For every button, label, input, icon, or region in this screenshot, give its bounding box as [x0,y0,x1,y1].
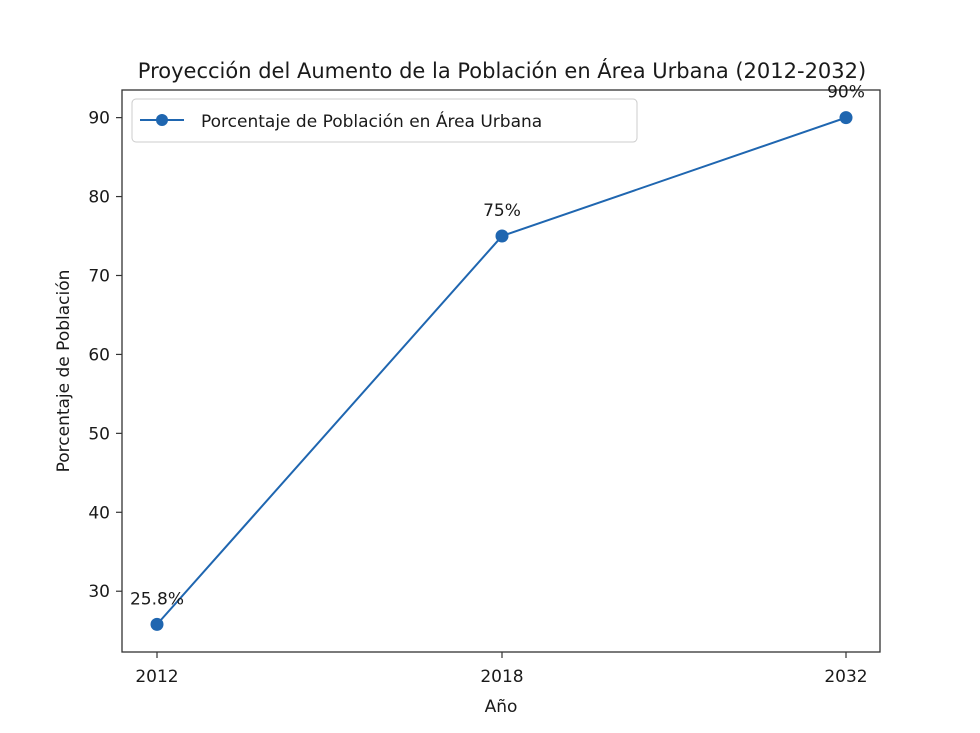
y-tick-label: 50 [88,424,110,444]
data-labels: 25.8% 75% 90% [130,83,865,610]
y-tick-label: 60 [88,345,110,365]
y-tick-label: 40 [88,503,110,523]
y-tick-label: 30 [88,582,110,602]
data-point [150,617,164,631]
y-axis: 30 40 50 60 70 80 90 [88,109,122,602]
y-tick-label: 70 [88,266,110,286]
legend: Porcentaje de Población en Área Urbana [131,98,638,143]
y-tick-label: 90 [88,109,110,129]
legend-box [131,98,638,143]
legend-series-name: Porcentaje de Población en Área Urbana [201,110,542,132]
series-line [156,116,847,626]
data-point [495,229,509,243]
data-label: 25.8% [130,589,184,609]
legend-marker [156,114,168,126]
x-axis: 2012 2018 2032 [135,652,868,687]
x-tick-label: 2032 [824,667,867,687]
x-axis-label: Año [485,697,518,717]
y-axis-label: Porcentaje de Población [54,270,74,473]
data-label: 90% [827,83,865,103]
y-tick-label: 80 [88,188,110,208]
data-point [839,111,853,125]
x-tick-label: 2012 [135,667,178,687]
data-label: 75% [483,201,521,221]
data-points [150,111,853,631]
plot-area-frame [121,89,881,653]
x-tick-label: 2018 [480,667,523,687]
chart-title: Proyección del Aumento de la Población e… [138,58,866,83]
